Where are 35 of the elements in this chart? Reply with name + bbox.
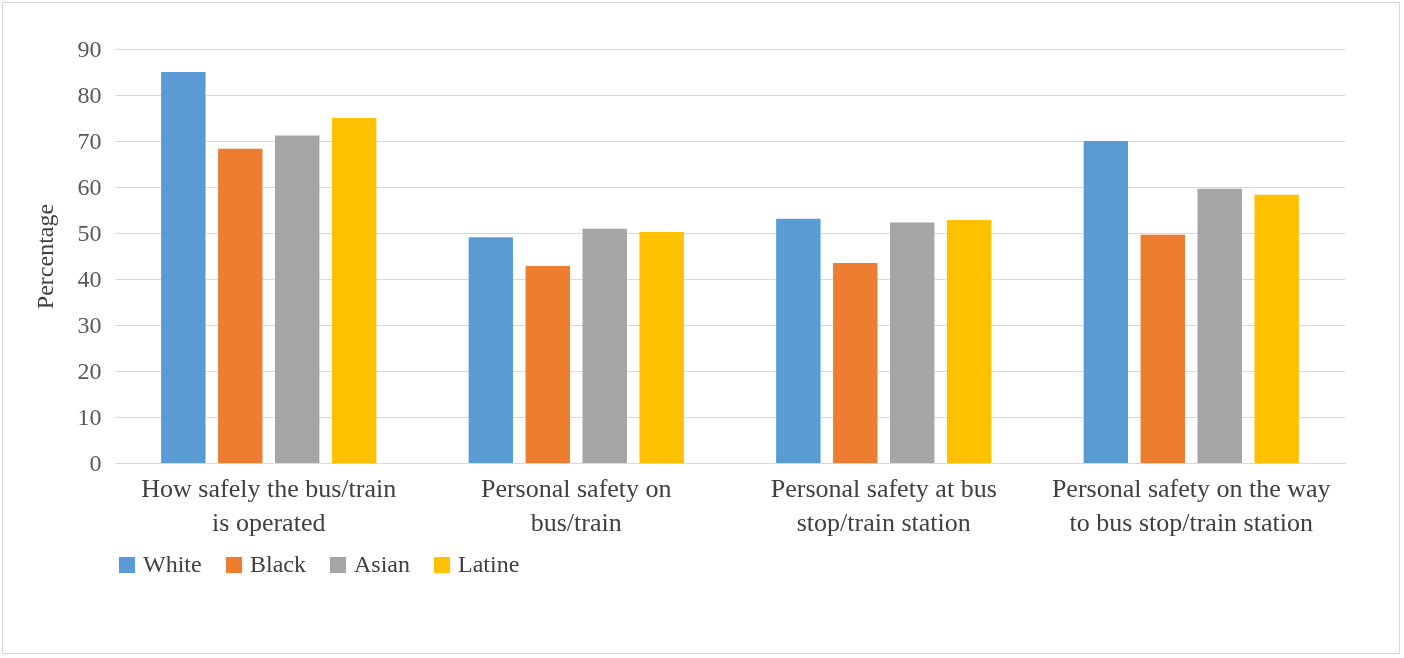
bar: [1197, 188, 1242, 463]
bar: [1140, 234, 1185, 463]
bar: [1083, 141, 1129, 463]
bar: [776, 218, 821, 463]
x-tick-label: Personal safety on bus/train: [480, 473, 672, 537]
bar: [833, 262, 878, 463]
y-tick-label: 60: [77, 173, 102, 200]
bar: [890, 222, 935, 463]
y-tick-label: 0: [89, 449, 102, 476]
y-tick-label: 30: [77, 311, 102, 338]
bar: [1254, 194, 1299, 463]
legend-label: White: [143, 551, 202, 577]
legend-label: Asian: [354, 551, 410, 577]
bar: [275, 135, 320, 463]
bar: [582, 228, 627, 463]
x-tick-label: How safely the bus/train is operated: [141, 473, 397, 537]
y-tick-label: 40: [77, 265, 102, 292]
y-tick-label: 50: [77, 219, 102, 246]
x-tick-label: Personal safety on the way to bus stop/train station: [1051, 473, 1331, 537]
y-tick-label: 70: [77, 127, 102, 154]
y-tick-label: 20: [77, 357, 102, 384]
y-tick-label: 10: [77, 403, 102, 430]
bar: [525, 266, 570, 463]
legend-label: Black: [250, 551, 306, 577]
bar: [218, 148, 263, 463]
bar: [639, 232, 684, 463]
y-axis-title: Percentage: [31, 203, 58, 310]
bar: [331, 118, 377, 463]
x-tick-label: Personal safety at bus stop/train station: [770, 473, 997, 537]
bar: [468, 237, 514, 463]
y-tick-label: 90: [77, 35, 102, 62]
y-tick-label: 80: [77, 81, 102, 108]
bar: [946, 220, 992, 463]
legend-label: Latine: [458, 551, 520, 577]
bar: [161, 72, 206, 463]
